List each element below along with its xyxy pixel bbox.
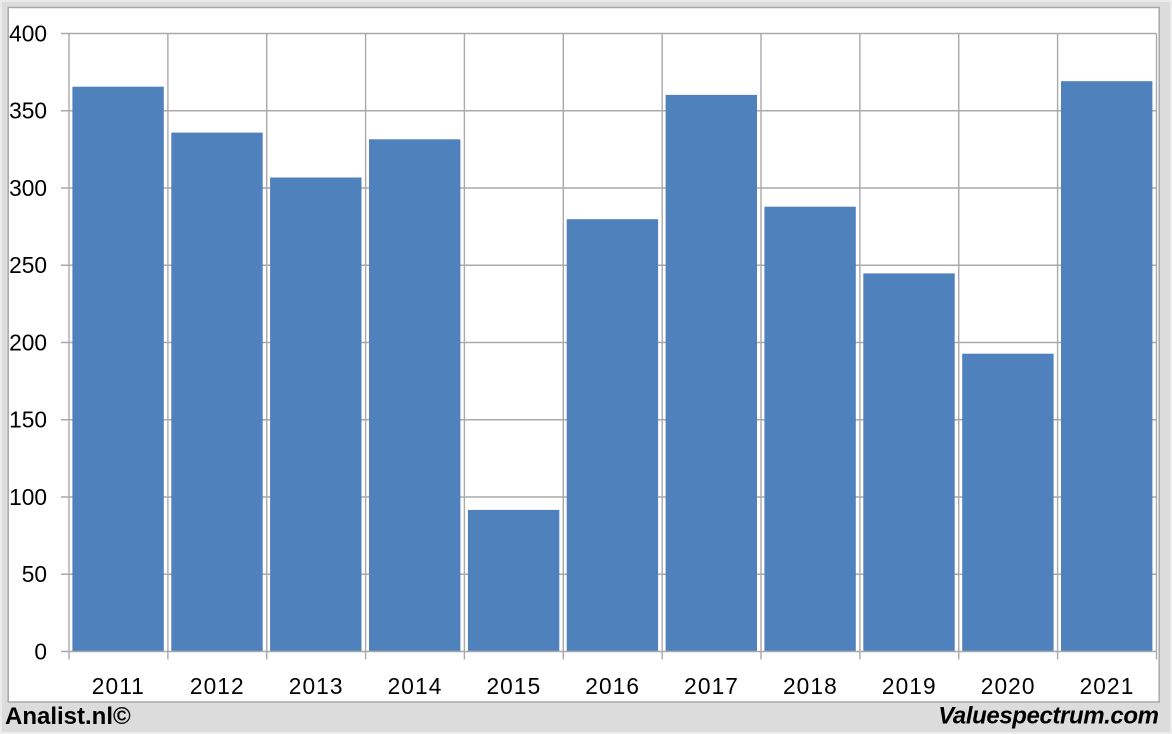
svg-text:0: 0 — [34, 638, 47, 664]
svg-text:2019: 2019 — [882, 673, 937, 699]
svg-text:100: 100 — [9, 484, 47, 510]
svg-text:2012: 2012 — [190, 673, 245, 699]
svg-text:2017: 2017 — [684, 673, 739, 699]
svg-text:300: 300 — [9, 175, 47, 201]
svg-text:150: 150 — [9, 407, 47, 433]
svg-text:2015: 2015 — [486, 673, 541, 699]
svg-text:2016: 2016 — [585, 673, 640, 699]
svg-text:2011: 2011 — [92, 673, 145, 699]
svg-text:2020: 2020 — [981, 673, 1036, 699]
svg-text:2018: 2018 — [783, 673, 838, 699]
svg-text:Analist.nl©: Analist.nl© — [5, 703, 131, 730]
svg-text:200: 200 — [9, 329, 47, 355]
svg-text:350: 350 — [9, 98, 47, 124]
svg-text:50: 50 — [22, 561, 47, 587]
svg-text:2021: 2021 — [1080, 673, 1135, 699]
svg-text:Valuespectrum.com: Valuespectrum.com — [938, 703, 1158, 730]
svg-text:250: 250 — [9, 252, 47, 278]
svg-text:400: 400 — [9, 20, 47, 46]
svg-text:2014: 2014 — [388, 673, 443, 699]
svg-text:2013: 2013 — [289, 673, 344, 699]
